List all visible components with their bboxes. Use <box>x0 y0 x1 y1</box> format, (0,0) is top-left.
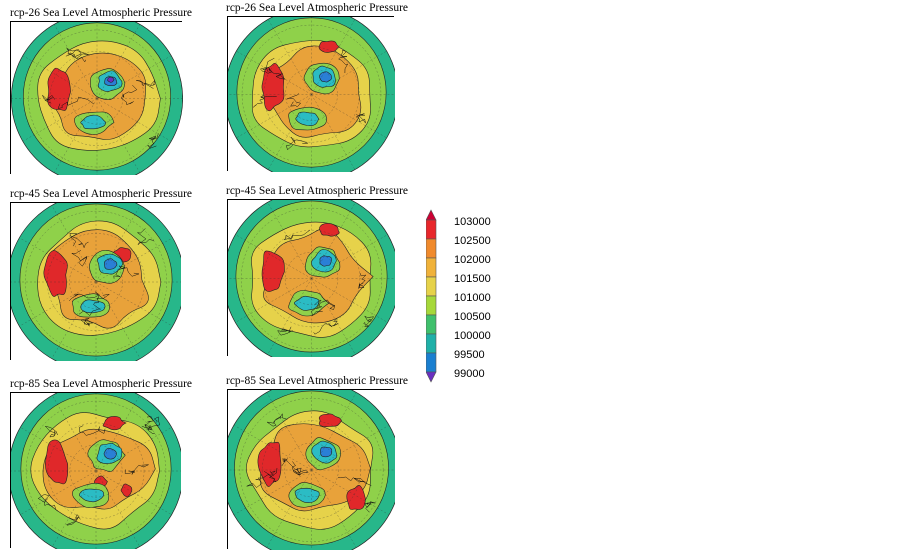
polar-map <box>11 203 181 361</box>
polar-map <box>228 200 395 357</box>
legend-label: 101000 <box>454 292 491 304</box>
panel-title-rcp45-right: rcp-45 Sea Level Atmospheric Pressure <box>226 185 409 197</box>
legend-swatch <box>425 238 437 259</box>
legend-label: 100500 <box>454 311 491 323</box>
legend-label: 99500 <box>454 349 485 361</box>
legend-label: 100000 <box>454 330 491 342</box>
panel-title-rcp26-left: rcp-26 Sea Level Atmospheric Pressure <box>10 7 193 19</box>
panel-title-rcp45-left: rcp-45 Sea Level Atmospheric Pressure <box>10 188 193 200</box>
legend-arrow-bottom <box>425 371 437 383</box>
panel-title-rcp85-left: rcp-85 Sea Level Atmospheric Pressure <box>10 378 193 390</box>
legend-label: 102000 <box>454 254 491 266</box>
legend-label: 102500 <box>454 235 491 247</box>
pressure-color-legend <box>425 206 506 386</box>
map-panel-rcp85-right <box>227 389 395 550</box>
legend-arrow-top <box>425 209 437 221</box>
legend-label: 99000 <box>454 368 485 380</box>
legend-colorbar <box>425 209 437 383</box>
legend-swatch <box>425 276 437 297</box>
legend-swatch <box>425 352 437 373</box>
panel-title-rcp26-right: rcp-26 Sea Level Atmospheric Pressure <box>226 2 409 14</box>
map-panel-rcp26-left <box>10 21 183 175</box>
polar-map <box>228 17 395 172</box>
polar-map <box>11 393 181 549</box>
map-panel-rcp26-right <box>227 16 395 172</box>
legend-swatch <box>425 219 437 240</box>
polar-map <box>11 22 183 175</box>
polar-map <box>228 390 395 550</box>
legend-swatch <box>425 295 437 316</box>
map-panel-rcp45-left <box>10 202 181 361</box>
legend-swatch <box>425 333 437 354</box>
map-panel-rcp45-right <box>227 199 395 357</box>
legend-label: 101500 <box>454 273 491 285</box>
legend-label: 103000 <box>454 216 491 228</box>
legend-swatch <box>425 257 437 278</box>
legend-swatch <box>425 314 437 335</box>
panel-title-rcp85-right: rcp-85 Sea Level Atmospheric Pressure <box>226 375 409 387</box>
map-panel-rcp85-left <box>10 392 181 549</box>
